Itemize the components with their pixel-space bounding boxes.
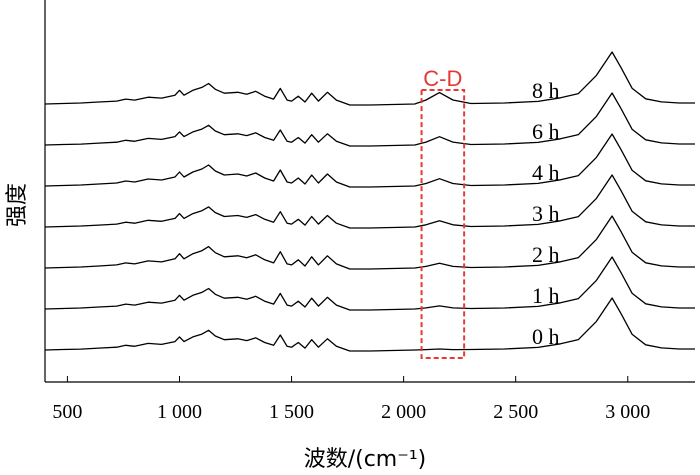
- series-line-2h: [44, 215, 695, 270]
- series-label: 4 h: [532, 160, 560, 185]
- x-tick-label: 1 000: [157, 401, 202, 423]
- x-tick-labels: 500 1 000 1 500 2 000 2 500 3 000: [52, 401, 650, 423]
- series-lines: [44, 51, 695, 352]
- series-line-3h: [44, 174, 695, 229]
- series-label: 6 h: [532, 119, 560, 144]
- annotation: C-D: [420, 66, 466, 359]
- series-labels: 0 h 1 h 2 h 3 h 4 h 6 h 8 h: [532, 78, 560, 349]
- x-tick-label: 3 000: [605, 401, 650, 423]
- series-line-6h: [44, 92, 695, 147]
- x-axis-label: 波数/(cm⁻¹): [304, 447, 427, 472]
- cd-region-box: [420, 89, 466, 359]
- x-ticks: [66, 376, 629, 382]
- series-label: 0 h: [532, 324, 560, 349]
- series-label: 3 h: [532, 201, 560, 226]
- x-tick-label: 2 000: [381, 401, 426, 423]
- x-tick-label: 2 500: [493, 401, 538, 423]
- series-label: 8 h: [532, 78, 560, 103]
- cd-region-label: C-D: [423, 66, 462, 91]
- series-line-8h: [44, 51, 695, 106]
- y-axis-label: 强度: [5, 183, 30, 227]
- series-label: 1 h: [532, 283, 560, 308]
- series-line-0h: [44, 297, 695, 352]
- series-label: 2 h: [532, 242, 560, 267]
- x-tick-label: 500: [52, 401, 82, 423]
- series-line-1h: [44, 256, 695, 311]
- x-tick-label: 1 500: [269, 401, 314, 423]
- axes: [44, 0, 695, 383]
- series-line-4h: [44, 133, 695, 188]
